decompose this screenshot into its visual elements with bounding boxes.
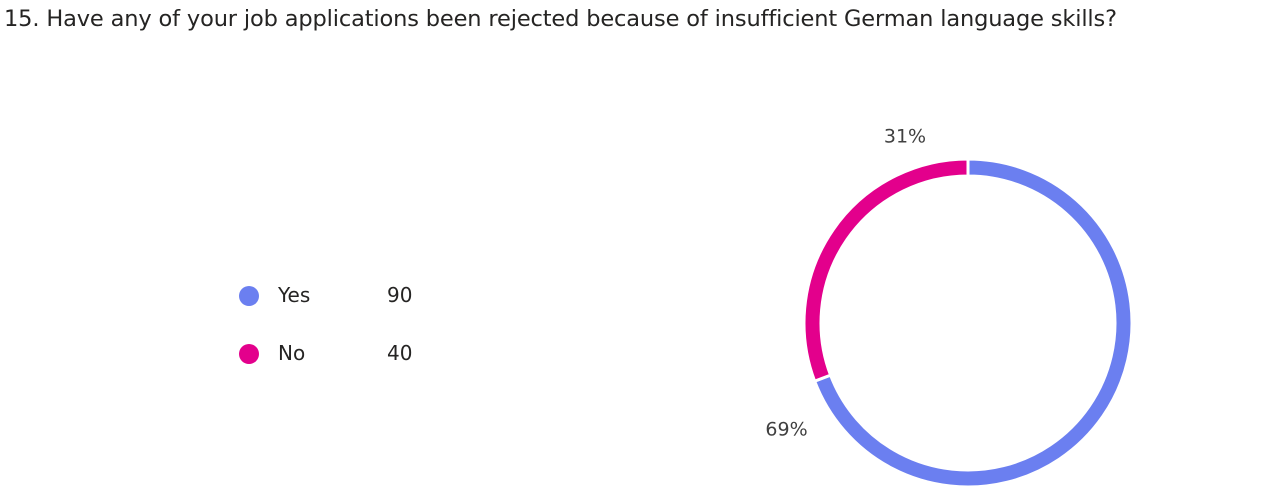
pct-label-no: 31% [884,126,926,148]
legend-label-no: No [278,341,306,365]
legend-count-no: 40 [387,341,413,365]
slice-no [802,157,970,384]
legend-item-yes: Yes 90 [239,279,459,337]
legend-item-no: No 40 [239,337,459,395]
question-title: 15. Have any of your job applications be… [4,6,1117,32]
chart-legend: Yes 90 No 40 [239,279,459,395]
legend-count-yes: 90 [387,283,413,307]
pct-label-yes: 69% [765,419,807,441]
legend-swatch-yes [239,286,259,306]
legend-label-yes: Yes [278,283,311,307]
legend-swatch-no [239,344,259,364]
